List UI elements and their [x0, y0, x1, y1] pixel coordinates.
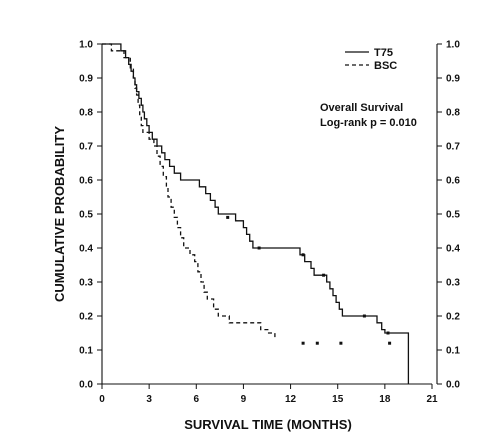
- y-tick-label-left: 0.4: [79, 244, 93, 255]
- censor-mark-bsc: [315, 341, 319, 345]
- y-tick-label-right: 0.1: [446, 346, 460, 357]
- y-tick-label-right: 0.3: [446, 278, 460, 289]
- series-lines: [102, 43, 410, 384]
- annotations: Overall Survival Log-rank p = 0.010: [320, 102, 417, 129]
- x-axis-title: SURVIVAL TIME (MONTHS): [184, 417, 352, 432]
- y-tick-label-right: 0.0: [446, 380, 460, 391]
- censor-mark-t75: [362, 314, 366, 318]
- censor-mark-t75: [257, 246, 261, 250]
- y-tick-label-right: 0.6: [446, 176, 460, 187]
- x-tick-label: 12: [285, 394, 297, 405]
- censor-mark-t75: [226, 215, 230, 219]
- x-tick-label: 3: [146, 394, 152, 405]
- x-tick-label: 21: [426, 394, 438, 405]
- x-tick-label: 18: [379, 394, 391, 405]
- y-tick-label-right: 0.9: [446, 74, 460, 85]
- censor-mark-t75: [322, 273, 326, 277]
- series-line-t75: [102, 43, 410, 384]
- censor-mark-bsc: [388, 341, 392, 345]
- y-tick-label-left: 1.0: [79, 40, 93, 51]
- legend-label-t75: T75: [374, 47, 393, 59]
- censor-mark-bsc: [339, 341, 343, 345]
- y-tick-label-left: 0.2: [79, 312, 93, 323]
- censor-marks: [226, 215, 392, 345]
- y-tick-label-left: 0.3: [79, 278, 93, 289]
- ticks: 0 3 6 9 12 15 18 21 0.0 0.0 0.1 0.1 0.2 0.2 0.3 0.3 0.4 0…: [79, 40, 460, 406]
- x-tick-label: 0: [99, 394, 105, 405]
- x-tick-label: 6: [194, 394, 200, 405]
- y-tick-label-left: 0.8: [79, 108, 93, 119]
- x-tick-label: 15: [332, 394, 344, 405]
- legend: T75 BSC: [345, 47, 397, 72]
- y-tick-label-left: 0.0: [79, 380, 93, 391]
- series-line-bsc: [102, 43, 276, 340]
- censor-mark-t75: [301, 253, 305, 257]
- y-tick-label-right: 0.8: [446, 108, 460, 119]
- annotation-title: Overall Survival: [320, 102, 403, 114]
- censor-mark-t75: [386, 331, 390, 335]
- annotation-pvalue: Log-rank p = 0.010: [320, 117, 417, 129]
- y-tick-label-left: 0.6: [79, 176, 93, 187]
- y-tick-label-left: 0.7: [79, 142, 93, 153]
- y-tick-label-left: 0.1: [79, 346, 93, 357]
- y-tick-label-left: 0.5: [79, 210, 93, 221]
- y-tick-label-left: 0.9: [79, 74, 93, 85]
- legend-label-bsc: BSC: [374, 60, 397, 72]
- censor-mark-bsc: [301, 341, 305, 345]
- y-axis-title: CUMULATIVE PROBABILITY: [52, 126, 67, 302]
- y-tick-label-right: 0.7: [446, 142, 460, 153]
- y-tick-label-right: 0.4: [446, 244, 460, 255]
- y-tick-label-right: 1.0: [446, 40, 460, 51]
- y-tick-label-right: 0.2: [446, 312, 460, 323]
- y-tick-label-right: 0.5: [446, 210, 460, 221]
- x-tick-label: 9: [241, 394, 247, 405]
